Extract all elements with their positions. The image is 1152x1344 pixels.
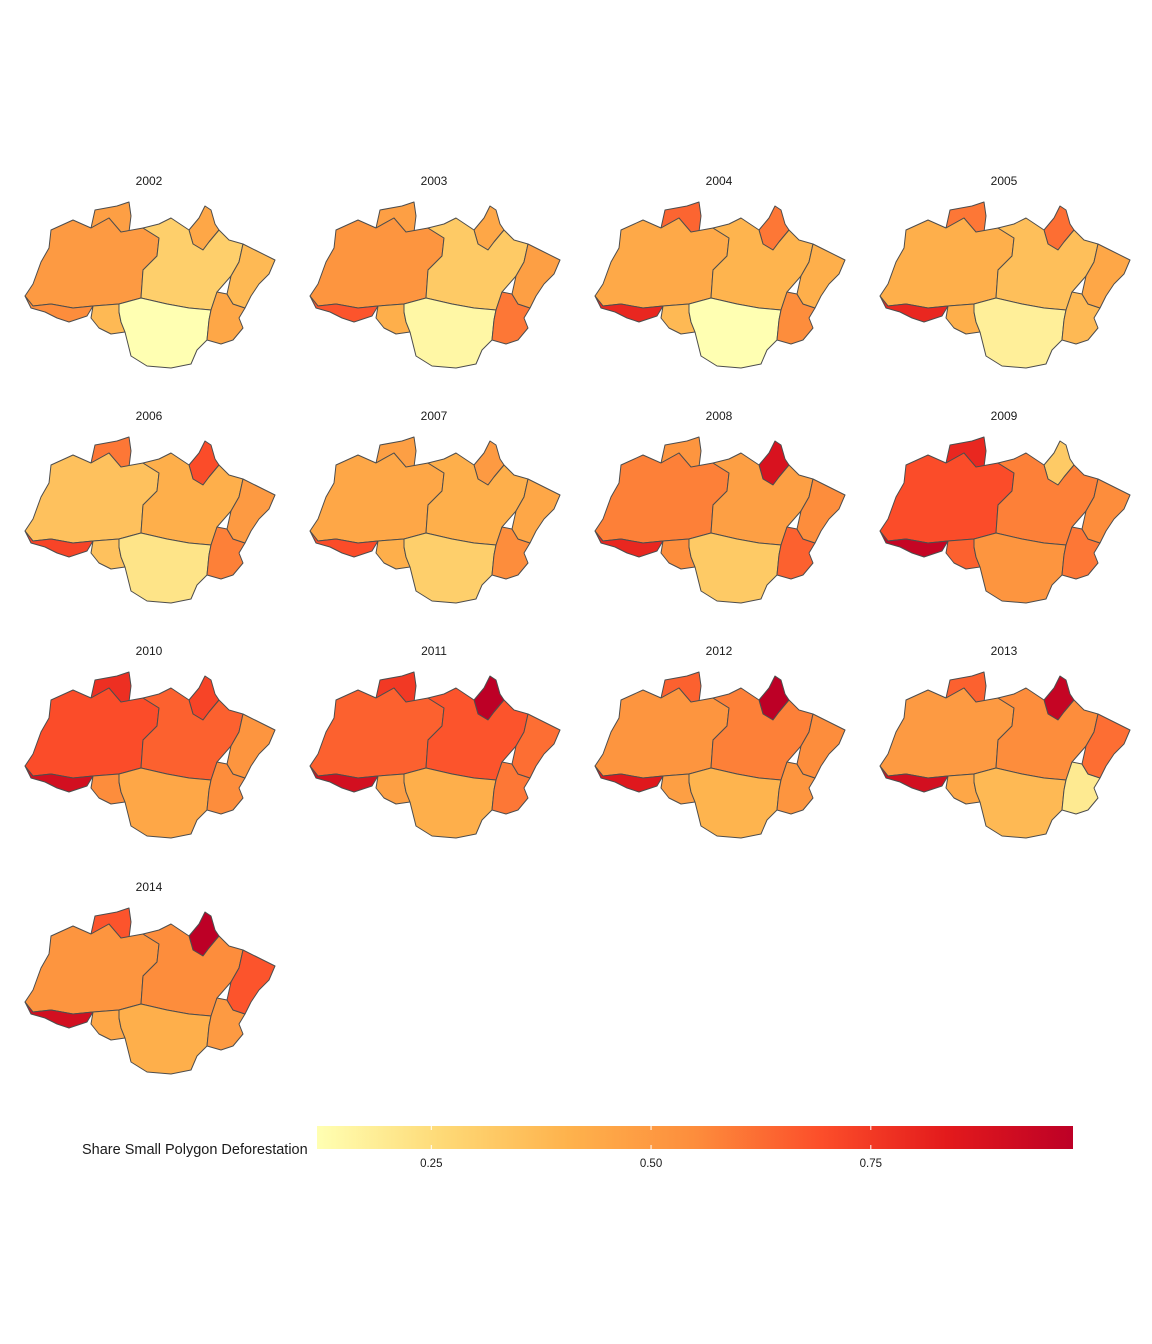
legend: Share Small Polygon Deforestation 0.25 0.… bbox=[82, 1126, 1073, 1170]
panel-title: 2003 bbox=[421, 174, 448, 188]
legend-tick-label: 0.25 bbox=[420, 1158, 442, 1170]
region-amazonas bbox=[880, 453, 1014, 543]
region-mato-grosso bbox=[119, 1004, 211, 1074]
legend-title: Share Small Polygon Deforestation bbox=[82, 1142, 308, 1158]
panel-2008: 2008 bbox=[595, 409, 845, 603]
panel-title: 2010 bbox=[136, 644, 163, 658]
region-amazonas bbox=[25, 924, 159, 1014]
panel-2013: 2013 bbox=[880, 644, 1130, 838]
legend-tick-label: 0.50 bbox=[640, 1158, 662, 1170]
region-amazonas bbox=[595, 453, 729, 543]
panel-2009: 2009 bbox=[880, 409, 1130, 603]
panel-2011: 2011 bbox=[310, 644, 560, 838]
region-amazonas bbox=[25, 688, 159, 778]
panel-title: 2002 bbox=[136, 174, 163, 188]
panel-title: 2004 bbox=[706, 174, 733, 188]
panel-2004: 2004 bbox=[595, 174, 845, 368]
panel-title: 2007 bbox=[421, 409, 448, 423]
region-mato-grosso bbox=[689, 298, 781, 368]
panel-2003: 2003 bbox=[310, 174, 560, 368]
region-amazonas bbox=[310, 688, 444, 778]
region-mato-grosso bbox=[404, 298, 496, 368]
region-amazonas bbox=[880, 688, 1014, 778]
region-amazonas bbox=[25, 453, 159, 543]
region-amazonas bbox=[595, 688, 729, 778]
region-mato-grosso bbox=[689, 533, 781, 603]
region-mato-grosso bbox=[119, 298, 211, 368]
panel-title: 2009 bbox=[991, 409, 1018, 423]
legend-colorbar bbox=[317, 1126, 1073, 1149]
panel-2006: 2006 bbox=[25, 409, 275, 603]
region-mato-grosso bbox=[119, 768, 211, 838]
panel-2012: 2012 bbox=[595, 644, 845, 838]
region-mato-grosso bbox=[404, 533, 496, 603]
region-amazonas bbox=[595, 218, 729, 308]
region-mato-grosso bbox=[974, 533, 1066, 603]
panel-title: 2014 bbox=[136, 880, 163, 894]
panel-title: 2005 bbox=[991, 174, 1018, 188]
region-mato-grosso bbox=[974, 768, 1066, 838]
legend-tick-label: 0.75 bbox=[860, 1158, 882, 1170]
panel-2002: 2002 bbox=[25, 174, 275, 368]
region-mato-grosso bbox=[689, 768, 781, 838]
panel-title: 2008 bbox=[706, 409, 733, 423]
panel-title: 2013 bbox=[991, 644, 1018, 658]
panel-title: 2012 bbox=[706, 644, 733, 658]
panel-title: 2011 bbox=[421, 644, 447, 658]
region-amazonas bbox=[25, 218, 159, 308]
panel-2005: 2005 bbox=[880, 174, 1130, 368]
region-mato-grosso bbox=[119, 533, 211, 603]
region-mato-grosso bbox=[974, 298, 1066, 368]
region-mato-grosso bbox=[404, 768, 496, 838]
panel-2007: 2007 bbox=[310, 409, 560, 603]
panel-title: 2006 bbox=[136, 409, 163, 423]
region-amazonas bbox=[310, 218, 444, 308]
region-amazonas bbox=[310, 453, 444, 543]
panel-2010: 2010 bbox=[25, 644, 275, 838]
panel-2014: 2014 bbox=[25, 880, 275, 1074]
panels: 2002 2003 2004 2005 2006 2007 2008 2009 2010 2011… bbox=[25, 174, 1130, 1074]
region-amazonas bbox=[880, 218, 1014, 308]
